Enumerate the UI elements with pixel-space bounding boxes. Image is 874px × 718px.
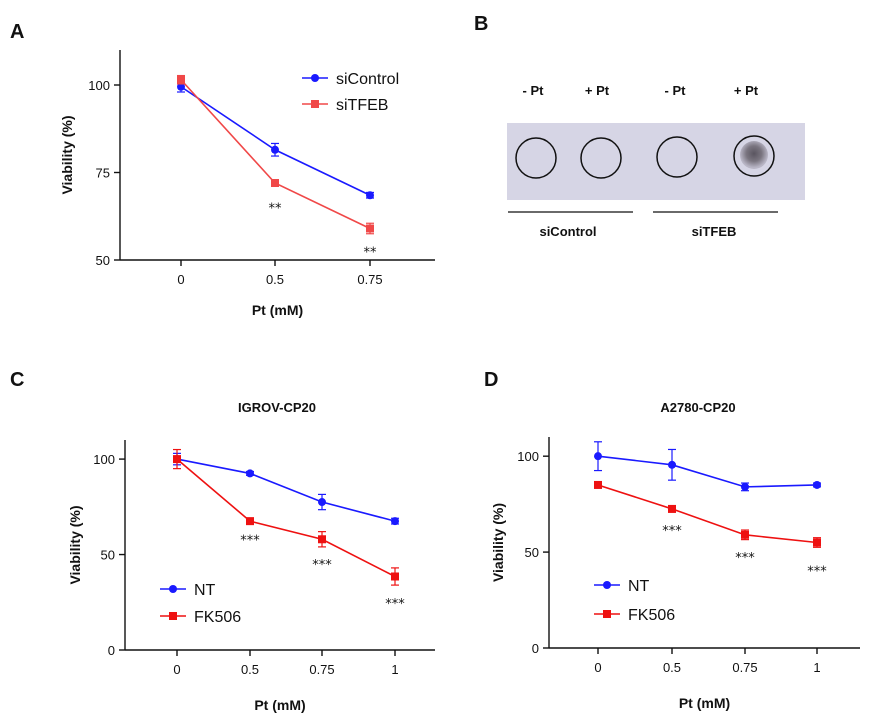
data-point-nt [668, 460, 676, 469]
lane-label-3: - Pt [665, 83, 687, 98]
x-axis-label: Pt (mM) [254, 697, 305, 713]
y-axis-label: Viability (%) [490, 503, 506, 582]
legend-marker [603, 581, 611, 589]
chart-a: 50 75 100 0 0.5 0.75 Pt (mM) Viability (%) siCon… [59, 50, 435, 318]
x-tick-label: 0.5 [241, 662, 259, 677]
data-point-fk506 [813, 538, 821, 547]
chart-title: A2780-CP20 [660, 400, 735, 415]
significance-label: *** [240, 533, 260, 548]
y-tick-label: 0 [108, 643, 115, 658]
x-tick-label: 0.5 [266, 272, 284, 287]
legend-label: FK506 [628, 607, 675, 624]
dot-blot-panel: - Pt + Pt - Pt + Pt siControl siTFEB [507, 83, 805, 239]
legend-marker [169, 612, 177, 620]
data-point-sitfeb [271, 179, 279, 187]
significance-label: *** [807, 564, 827, 579]
series-line-nt [597, 455, 818, 488]
x-tick-label: 1 [391, 662, 398, 677]
data-point-sitfeb [366, 224, 374, 233]
chart-d: 0 50 100 0 0.5 0.75 1 A2780-CP20 Pt (mM) Viabilit… [490, 400, 860, 711]
legend-label: NT [194, 582, 216, 599]
y-tick-label: 0 [532, 641, 539, 656]
series-line-nt [176, 458, 396, 522]
legend-label: siControl [336, 71, 399, 88]
series-line-fk506 [176, 458, 396, 578]
significance-label: ** [364, 245, 378, 260]
legend-label: NT [628, 578, 650, 595]
x-axis-label: Pt (mM) [252, 302, 303, 318]
group-label-sitfeb: siTFEB [692, 224, 737, 239]
chart-title: IGROV-CP20 [238, 400, 316, 415]
data-point-nt [318, 498, 326, 507]
x-tick-label: 0.75 [732, 660, 757, 675]
data-point-sicontrol [366, 191, 374, 200]
data-point-sicontrol [271, 145, 279, 154]
lane-label-4: + Pt [734, 83, 759, 98]
y-axis-label: Viability (%) [59, 115, 75, 194]
data-point-sitfeb [177, 75, 185, 84]
panel-label-d: D [484, 369, 498, 391]
data-point-fk506 [391, 572, 399, 581]
legend-label: siTFEB [336, 97, 388, 114]
x-tick-label: 0.75 [357, 272, 382, 287]
panel-label-a: A [10, 21, 24, 43]
y-tick-label: 50 [96, 253, 110, 268]
blot-dot-signal [740, 141, 768, 169]
y-tick-label: 50 [101, 548, 115, 563]
data-point-nt [813, 480, 821, 489]
panel-label-b: B [474, 13, 488, 35]
significance-label: *** [312, 558, 332, 573]
chart-c: 0 50 100 0 0.5 0.75 1 IGROV-CP20 Pt (mM) Viabilit… [67, 400, 435, 713]
y-tick-label: 100 [517, 449, 539, 464]
data-point-nt [741, 482, 749, 491]
x-tick-label: 0 [594, 660, 601, 675]
blot-dot-4 [733, 135, 775, 177]
significance-label: *** [385, 597, 405, 612]
series-line-fk506 [597, 484, 818, 544]
y-axis-label: Viability (%) [67, 505, 83, 584]
blot-dot-1 [515, 137, 557, 179]
data-point-nt [246, 469, 254, 478]
data-point-nt [391, 517, 399, 526]
x-tick-label: 0 [177, 272, 184, 287]
data-point-fk506 [668, 504, 676, 513]
legend-marker [169, 585, 177, 593]
significance-label: ** [269, 202, 283, 217]
panel-label-c: C [10, 369, 24, 391]
blot-dot-2 [580, 137, 622, 179]
x-tick-label: 0 [173, 662, 180, 677]
x-axis-label: Pt (mM) [679, 695, 730, 711]
x-tick-label: 0.75 [309, 662, 334, 677]
data-point-nt [594, 452, 602, 461]
legend-label: FK506 [194, 609, 241, 626]
blot-dot-3 [656, 136, 698, 178]
legend-marker [603, 610, 611, 618]
x-tick-label: 0.5 [663, 660, 681, 675]
group-label-sicontrol: siControl [539, 224, 596, 239]
y-tick-label: 100 [93, 452, 115, 467]
lane-label-1: - Pt [523, 83, 545, 98]
lane-label-2: + Pt [585, 83, 610, 98]
y-tick-label: 75 [96, 166, 110, 181]
significance-label: *** [735, 551, 755, 566]
y-tick-label: 50 [525, 545, 539, 560]
legend-marker [311, 74, 319, 82]
data-point-fk506 [173, 455, 181, 464]
significance-label: *** [662, 524, 682, 539]
data-point-sicontrol [177, 82, 185, 91]
data-point-fk506 [318, 535, 326, 544]
data-point-fk506 [741, 530, 749, 539]
data-point-fk506 [246, 517, 254, 526]
data-point-fk506 [594, 480, 602, 489]
legend-marker [311, 100, 319, 108]
y-tick-label: 100 [88, 78, 110, 93]
x-tick-label: 1 [813, 660, 820, 675]
